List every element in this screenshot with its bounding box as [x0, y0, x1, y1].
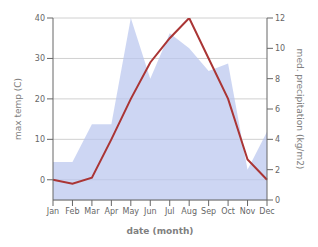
- svg-text:Feb: Feb: [65, 207, 79, 216]
- svg-text:Oct: Oct: [221, 207, 235, 216]
- svg-text:Jan: Jan: [46, 207, 59, 216]
- svg-text:Nov: Nov: [240, 207, 256, 216]
- svg-text:0: 0: [40, 176, 45, 185]
- svg-text:Sep: Sep: [201, 207, 216, 216]
- svg-text:max temp (C): max temp (C): [13, 78, 23, 140]
- svg-text:Apr: Apr: [104, 207, 119, 216]
- svg-text:10: 10: [35, 135, 45, 144]
- svg-text:8: 8: [275, 75, 280, 84]
- svg-text:Jun: Jun: [143, 207, 157, 216]
- svg-text:date (month): date (month): [127, 226, 194, 236]
- svg-text:May: May: [123, 207, 140, 216]
- svg-text:med. precipitation (kg/m2): med. precipitation (kg/m2): [295, 49, 305, 170]
- svg-text:10: 10: [275, 44, 285, 53]
- svg-text:Mar: Mar: [84, 207, 100, 216]
- svg-text:6: 6: [275, 105, 280, 114]
- svg-text:Dec: Dec: [259, 207, 274, 216]
- svg-text:Jul: Jul: [164, 207, 175, 216]
- svg-text:12: 12: [275, 14, 285, 23]
- svg-text:40: 40: [35, 14, 45, 23]
- svg-text:20: 20: [35, 95, 45, 104]
- svg-text:4: 4: [275, 135, 280, 144]
- svg-text:30: 30: [35, 54, 45, 63]
- svg-text:2: 2: [275, 166, 280, 175]
- svg-text:0: 0: [275, 196, 280, 205]
- svg-text:Aug: Aug: [181, 207, 197, 216]
